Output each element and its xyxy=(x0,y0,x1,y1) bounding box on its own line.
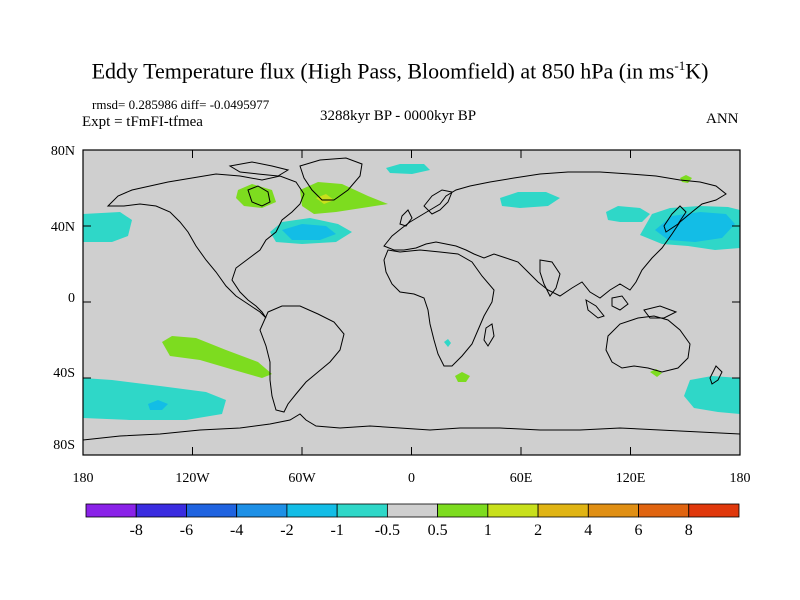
coast-japan xyxy=(663,205,687,233)
latitude-axis xyxy=(83,149,740,456)
colorbar-box xyxy=(437,503,489,518)
lat-label-40s: 40S xyxy=(53,366,75,381)
colorbar-label: 8 xyxy=(685,522,693,539)
colorbar-box xyxy=(135,503,187,518)
lon-label-0: 0 xyxy=(408,471,415,486)
region-canada-positive xyxy=(236,184,276,208)
lat-label-80s: 80S xyxy=(53,438,75,453)
lat-label-0: 0 xyxy=(68,291,75,306)
coast-antarctica xyxy=(83,413,740,441)
region-nw-pacific-core xyxy=(655,212,735,242)
experiment-text: Expt = tFmFI-tfmea xyxy=(82,114,203,130)
region-north-atlantic-positive xyxy=(300,182,388,214)
lon-label-60w: 60W xyxy=(288,471,316,486)
period-text: 3288kyr BP - 0000kyr BP xyxy=(320,108,477,124)
colorbar: -8 -6 -4 -2 -1 -0.5 0.5 1 2 4 6 8 xyxy=(85,503,740,539)
coast-india xyxy=(539,259,561,297)
lon-label-60e: 60E xyxy=(510,471,533,486)
colorbar-box xyxy=(537,503,589,518)
colorbar-label: -2 xyxy=(280,522,293,539)
lon-label-180e: 180 xyxy=(730,471,751,486)
colorbar-box xyxy=(336,503,388,518)
colorbar-box xyxy=(286,503,338,518)
colorbar-box xyxy=(638,503,690,518)
colorbar-label: 2 xyxy=(534,522,542,539)
coast-north-america xyxy=(106,173,305,319)
region-north-atlantic-peak xyxy=(316,194,334,204)
coast-south-america xyxy=(259,305,345,413)
region-arctic xyxy=(386,164,430,174)
coast-sumatra xyxy=(585,298,605,319)
coast-scandinavia xyxy=(423,189,453,215)
lon-label-180w: 180 xyxy=(73,471,94,486)
region-madagascar xyxy=(444,339,451,347)
colorbar-label: 1 xyxy=(484,522,492,539)
colorbar-box xyxy=(487,503,539,518)
stats-text: rmsd= 0.285986 diff= -0.0495977 xyxy=(92,97,270,112)
colorbar-label: -6 xyxy=(180,522,193,539)
coast-eurasia xyxy=(383,171,727,299)
figure-title: Eddy Temperature flux (High Pass, Bloomf… xyxy=(0,58,800,84)
coastlines xyxy=(83,157,740,441)
colorbar-label: 6 xyxy=(635,522,643,539)
title-end: K) xyxy=(685,58,709,84)
coast-new-zealand xyxy=(709,365,723,385)
coast-africa xyxy=(383,249,495,367)
coast-borneo xyxy=(611,295,629,311)
colorbar-label: -0.5 xyxy=(375,522,400,539)
colorbar-box xyxy=(186,503,238,518)
colorbar-box xyxy=(688,503,740,518)
colorbar-label: 0.5 xyxy=(428,522,448,539)
region-southern-ocean-east xyxy=(684,376,740,414)
region-north-atlantic-core xyxy=(282,224,336,240)
colorbar-label: 4 xyxy=(584,522,592,539)
coast-australia xyxy=(605,315,691,373)
coast-arctic-islands xyxy=(228,161,290,177)
anomaly-regions xyxy=(83,164,740,420)
region-southern-ocean-west xyxy=(83,378,226,420)
coast-greenland xyxy=(299,157,363,201)
season-text: ANN xyxy=(706,111,739,127)
coast-madagascar xyxy=(483,323,495,347)
lon-label-120w: 120W xyxy=(175,471,210,486)
lat-label-80n: 80N xyxy=(51,144,75,159)
colorbar-box xyxy=(85,503,137,518)
region-central-asia xyxy=(500,192,560,208)
title-main: Eddy Temperature flux (High Pass, Bloomf… xyxy=(91,58,675,84)
region-southern-ocean-west-core xyxy=(148,400,168,410)
colorbar-label: -1 xyxy=(330,522,343,539)
region-east-asia xyxy=(606,206,650,222)
longitude-axis xyxy=(82,150,741,455)
colorbar-box xyxy=(386,503,439,518)
colorbar-label: -8 xyxy=(130,522,143,539)
coast-hudson-bay xyxy=(247,185,271,207)
region-south-pacific-positive xyxy=(162,336,272,378)
lon-label-120e: 120E xyxy=(616,471,646,486)
region-south-africa-positive xyxy=(455,372,470,382)
coast-uk xyxy=(399,209,413,227)
colorbar-box xyxy=(236,503,288,518)
lat-label-40n: 40N xyxy=(51,220,75,235)
colorbar-label: -4 xyxy=(230,522,243,539)
colorbar-box xyxy=(587,503,639,518)
region-north-pacific-west xyxy=(83,212,132,242)
title-superscript: -1 xyxy=(674,58,686,73)
